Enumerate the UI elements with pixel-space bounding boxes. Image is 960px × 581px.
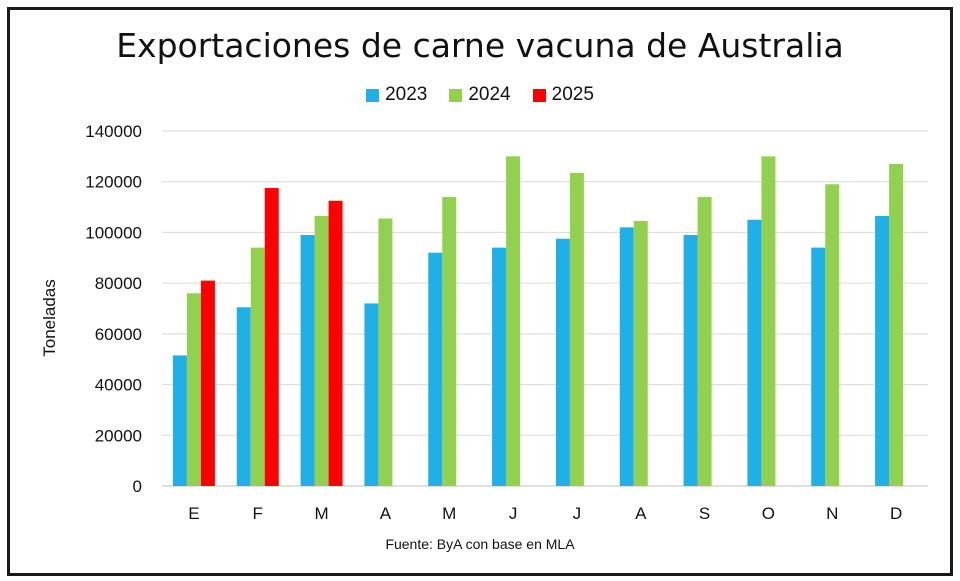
x-tick-label: S — [699, 504, 710, 523]
y-tick-label: 80000 — [95, 274, 142, 293]
x-tick-label: M — [442, 504, 456, 523]
bar-2024 — [761, 156, 776, 486]
x-tick-label: M — [314, 504, 328, 523]
y-tick-label: 60000 — [95, 325, 142, 344]
bar-2025 — [200, 280, 215, 486]
bar-2023 — [811, 247, 826, 486]
legend-item-2024: 2024 — [449, 84, 511, 106]
bar-2023 — [619, 227, 634, 486]
y-tick-label: 0 — [133, 477, 142, 496]
x-tick-label: J — [509, 504, 518, 523]
bar-2024 — [506, 156, 521, 486]
x-tick-label: F — [253, 504, 263, 523]
chart-frame — [7, 7, 953, 576]
legend-swatch-2024 — [449, 88, 463, 102]
y-tick-label: 120000 — [85, 173, 142, 192]
legend-label-2024: 2024 — [468, 84, 511, 105]
bar-2023 — [683, 234, 698, 486]
bar-2024 — [378, 218, 393, 486]
legend-swatch-2023 — [366, 88, 380, 102]
bar-2024 — [889, 163, 904, 486]
bar-2024 — [442, 196, 457, 486]
bar-2025 — [264, 188, 279, 486]
legend-swatch-2025 — [532, 88, 546, 102]
bar-2023 — [428, 252, 443, 486]
source-note: Fuente: ByA con base en MLA — [385, 536, 575, 552]
x-tick-label: E — [188, 504, 199, 523]
bar-2024 — [569, 172, 584, 486]
bar-2024 — [633, 221, 648, 486]
y-tick-label: 40000 — [95, 376, 142, 395]
y-tick-label: 20000 — [95, 426, 142, 445]
chart-legend: 2023 2024 2025 — [0, 84, 960, 106]
y-tick-label: 140000 — [85, 122, 142, 141]
y-tick-label: 100000 — [85, 223, 142, 242]
x-tick-label: J — [573, 504, 582, 523]
bar-2024 — [825, 184, 840, 486]
x-tick-label: A — [380, 504, 392, 523]
legend-label-2025: 2025 — [551, 84, 594, 105]
legend-item-2023: 2023 — [366, 84, 427, 106]
x-tick-label: A — [635, 504, 647, 523]
x-tick-label: O — [762, 504, 775, 523]
bar-2024 — [697, 196, 712, 486]
bar-2023 — [300, 234, 315, 486]
bar-2023 — [172, 355, 187, 486]
bar-2023 — [364, 303, 379, 486]
bar-2024 — [186, 293, 201, 486]
chart-title: Exportaciones de carne vacuna de Austral… — [116, 26, 844, 65]
legend-label-2023: 2023 — [385, 84, 428, 105]
bar-2023 — [747, 219, 762, 486]
legend-item-2025: 2025 — [532, 84, 594, 106]
bar-2024 — [250, 247, 265, 486]
bar-2023 — [236, 307, 251, 486]
bar-2025 — [328, 200, 343, 486]
bar-2023 — [555, 238, 570, 486]
bar-2024 — [314, 215, 329, 487]
x-tick-label: D — [890, 504, 902, 523]
bar-2023 — [875, 215, 890, 487]
x-tick-label: N — [826, 504, 838, 523]
bar-2023 — [492, 247, 507, 486]
